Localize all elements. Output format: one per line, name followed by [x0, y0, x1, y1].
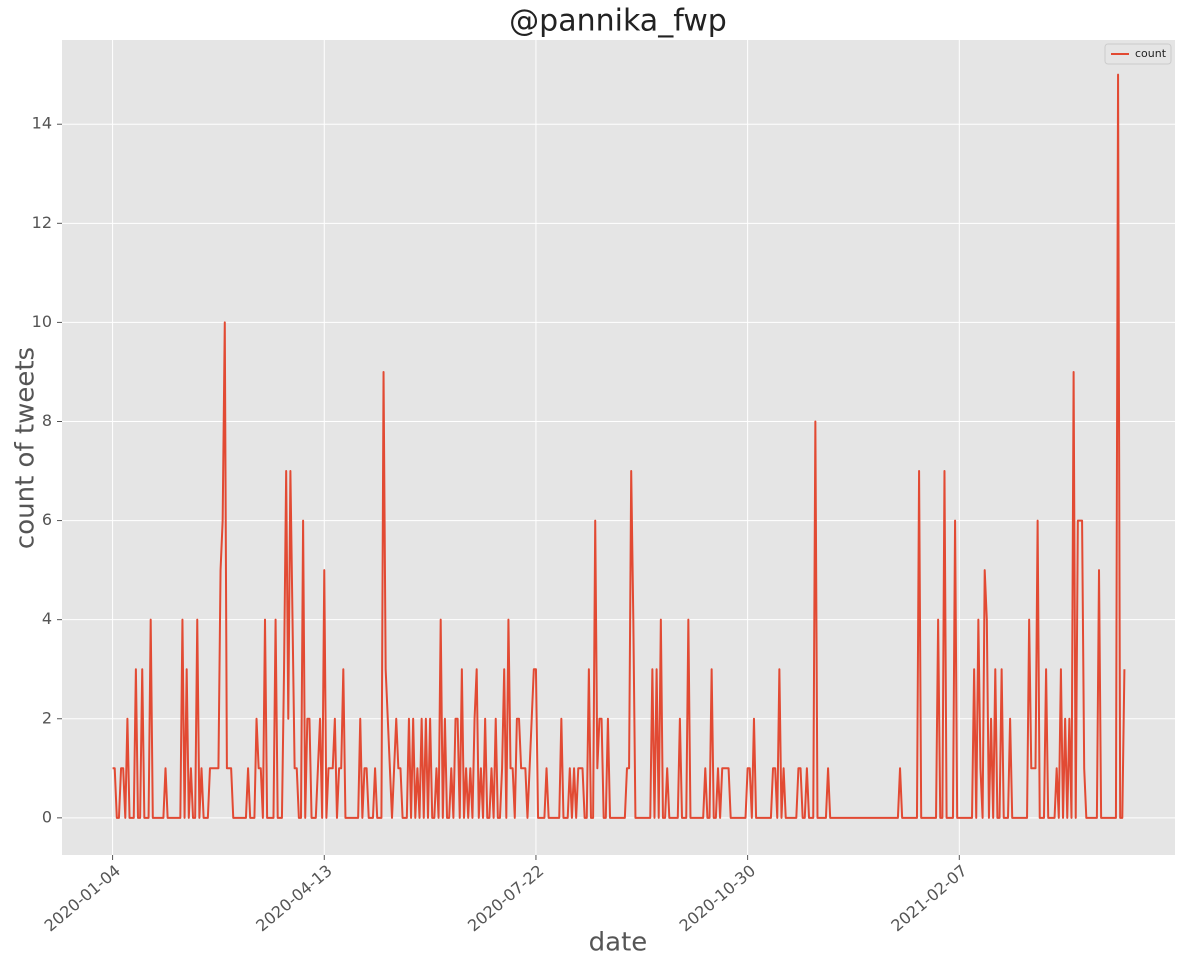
- y-tick-label: 10: [32, 312, 52, 331]
- legend-box: [1104, 43, 1172, 65]
- y-axis-label: count of tweets: [11, 347, 41, 549]
- y-tick-label: 2: [42, 708, 52, 727]
- line: [112, 73, 1126, 819]
- grid: [62, 40, 1175, 855]
- chart-title: @pannika_fwp: [509, 4, 727, 39]
- x-tick-label: 2020-01-04: [41, 861, 124, 935]
- plot-area: [62, 40, 1175, 855]
- y-tick-label: 4: [42, 609, 52, 628]
- marks: [112, 73, 1126, 819]
- x-tick-label: 2020-04-13: [252, 861, 335, 935]
- x-tick-label: 2020-10-30: [676, 861, 759, 935]
- y-tick-label: 12: [32, 213, 52, 232]
- legend-label: count: [1135, 47, 1167, 60]
- x-axis-label: date: [589, 928, 648, 958]
- y-tick-label: 0: [42, 807, 52, 826]
- y-tick-label: 6: [42, 510, 52, 529]
- y-tick-label: 14: [32, 114, 52, 133]
- x-tick-label: 2020-07-22: [464, 861, 547, 935]
- y-tick-label: 8: [42, 411, 52, 430]
- x-tick-label: 2021-02-07: [887, 861, 970, 935]
